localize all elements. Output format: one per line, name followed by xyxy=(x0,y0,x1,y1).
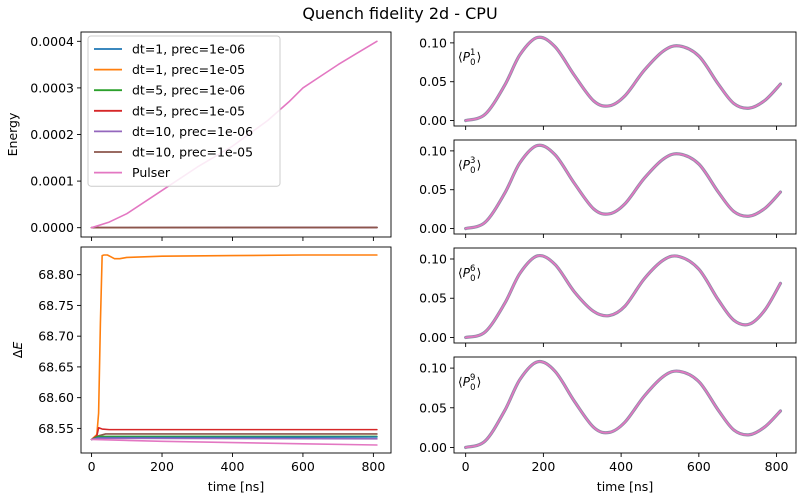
y-tick-label: 0.10 xyxy=(419,251,447,266)
x-tick-label: 400 xyxy=(609,459,633,474)
axes-p06: 0.00 0.05 0.10 ⟨P6 0⟩ xyxy=(419,247,797,347)
y-tick-label: 68.75 xyxy=(38,298,74,313)
series-group xyxy=(90,254,378,446)
series-line-6 xyxy=(90,438,378,446)
panel-label: ⟨P9 0⟩ xyxy=(458,373,481,393)
x-axis-label: time [ns] xyxy=(597,479,653,494)
panel-label: ⟨P3 0⟩ xyxy=(458,156,481,176)
y-tick-label: 0.05 xyxy=(419,74,447,89)
axes-frame xyxy=(453,356,797,454)
figure-title: Quench fidelity 2d - CPU xyxy=(302,4,497,23)
series-line-0 xyxy=(464,360,782,449)
series-line-5 xyxy=(90,437,378,441)
x-tick-label: 200 xyxy=(531,459,555,474)
series-group xyxy=(464,253,783,340)
y-tick-label: 0.00 xyxy=(419,221,447,236)
axes-energy: 0.0000 0.0001 0.0002 0.0003 0.0004 Energy dt=1… xyxy=(5,31,392,241)
y-axis-label: ΔE xyxy=(10,342,25,359)
y-tick-label: 0.0004 xyxy=(30,34,74,49)
x-tick-label: 600 xyxy=(687,459,711,474)
x-tick-label: 400 xyxy=(221,459,245,474)
series-line-0 xyxy=(464,144,782,230)
y-tick-label: 68.55 xyxy=(38,421,74,436)
x-tick-label: 800 xyxy=(765,459,789,474)
axes-p01: 0.00 0.05 0.10 ⟨P1 0⟩ xyxy=(419,31,797,130)
legend-entry: dt=10, prec=1e-06 xyxy=(132,124,253,139)
series-line-0 xyxy=(464,36,782,122)
axes-deltaE: 68.55 68.60 68.65 68.70 68.75 68.80 0 200 400 600… xyxy=(10,246,392,494)
axes-p03: 0.00 0.05 0.10 ⟨P3 0⟩ xyxy=(419,139,797,238)
x-axis-label: time [ns] xyxy=(208,479,264,494)
y-tick-label: 0.0001 xyxy=(30,174,74,189)
y-tick-label: 68.60 xyxy=(38,390,74,405)
x-tick-label: 800 xyxy=(361,459,385,474)
x-tick-label: 200 xyxy=(150,459,174,474)
legend-entry: dt=5, prec=1e-06 xyxy=(132,83,245,98)
legend-entry: dt=1, prec=1e-05 xyxy=(132,62,245,77)
panel-label: ⟨P6 0⟩ xyxy=(458,264,481,284)
series-shadow-line xyxy=(464,253,783,340)
y-tick-label: 0.00 xyxy=(419,330,447,345)
axes-frame xyxy=(453,31,797,127)
y-tick-label: 0.00 xyxy=(419,440,447,455)
y-tick-label: 0.0002 xyxy=(30,127,74,142)
axes-frame xyxy=(453,139,797,235)
series-line-0 xyxy=(464,254,782,339)
y-tick-label: 0.0000 xyxy=(30,220,74,235)
panel-label: ⟨P1 0⟩ xyxy=(458,48,481,68)
y-tick-label: 68.70 xyxy=(38,329,74,344)
x-tick-label: 0 xyxy=(462,459,470,474)
y-axis-label: Energy xyxy=(5,112,20,156)
y-tick-label: 0.05 xyxy=(419,182,447,197)
y-tick-label: 0.10 xyxy=(419,143,447,158)
legend-entry: dt=10, prec=1e-05 xyxy=(132,145,253,160)
y-tick-label: 0.05 xyxy=(419,400,447,415)
legend-box xyxy=(87,35,281,187)
legend-entry: dt=1, prec=1e-06 xyxy=(132,42,245,57)
y-tick-label: 0.00 xyxy=(419,113,447,128)
series-group xyxy=(464,35,783,123)
y-tick-label: 0.05 xyxy=(419,291,447,306)
series-group xyxy=(464,359,783,450)
axes-frame xyxy=(80,246,392,454)
legend: dt=1, prec=1e-06 dt=1, prec=1e-05 dt=5, pr… xyxy=(87,35,281,187)
series-shadow-line xyxy=(464,35,783,123)
axes-p09: 0.00 0.05 0.10 0 200 400 600 800 time [ns] ⟨P9 0⟩ xyxy=(419,356,797,494)
x-tick-label: 0 xyxy=(88,459,96,474)
y-tick-label: 0.0003 xyxy=(30,80,74,95)
legend-entry: dt=5, prec=1e-05 xyxy=(132,103,245,118)
axes-frame xyxy=(453,247,797,344)
series-shadow-line xyxy=(464,359,783,450)
series-line-0 xyxy=(90,254,378,441)
y-tick-label: 0.10 xyxy=(419,361,447,376)
y-tick-label: 68.80 xyxy=(38,267,74,282)
legend-entry: Pulser xyxy=(132,165,171,180)
y-tick-label: 0.10 xyxy=(419,35,447,50)
x-tick-label: 600 xyxy=(291,459,315,474)
series-shadow-line xyxy=(464,143,783,231)
y-tick-label: 68.65 xyxy=(38,359,74,374)
series-group xyxy=(464,143,783,231)
series-line-1 xyxy=(90,426,378,441)
